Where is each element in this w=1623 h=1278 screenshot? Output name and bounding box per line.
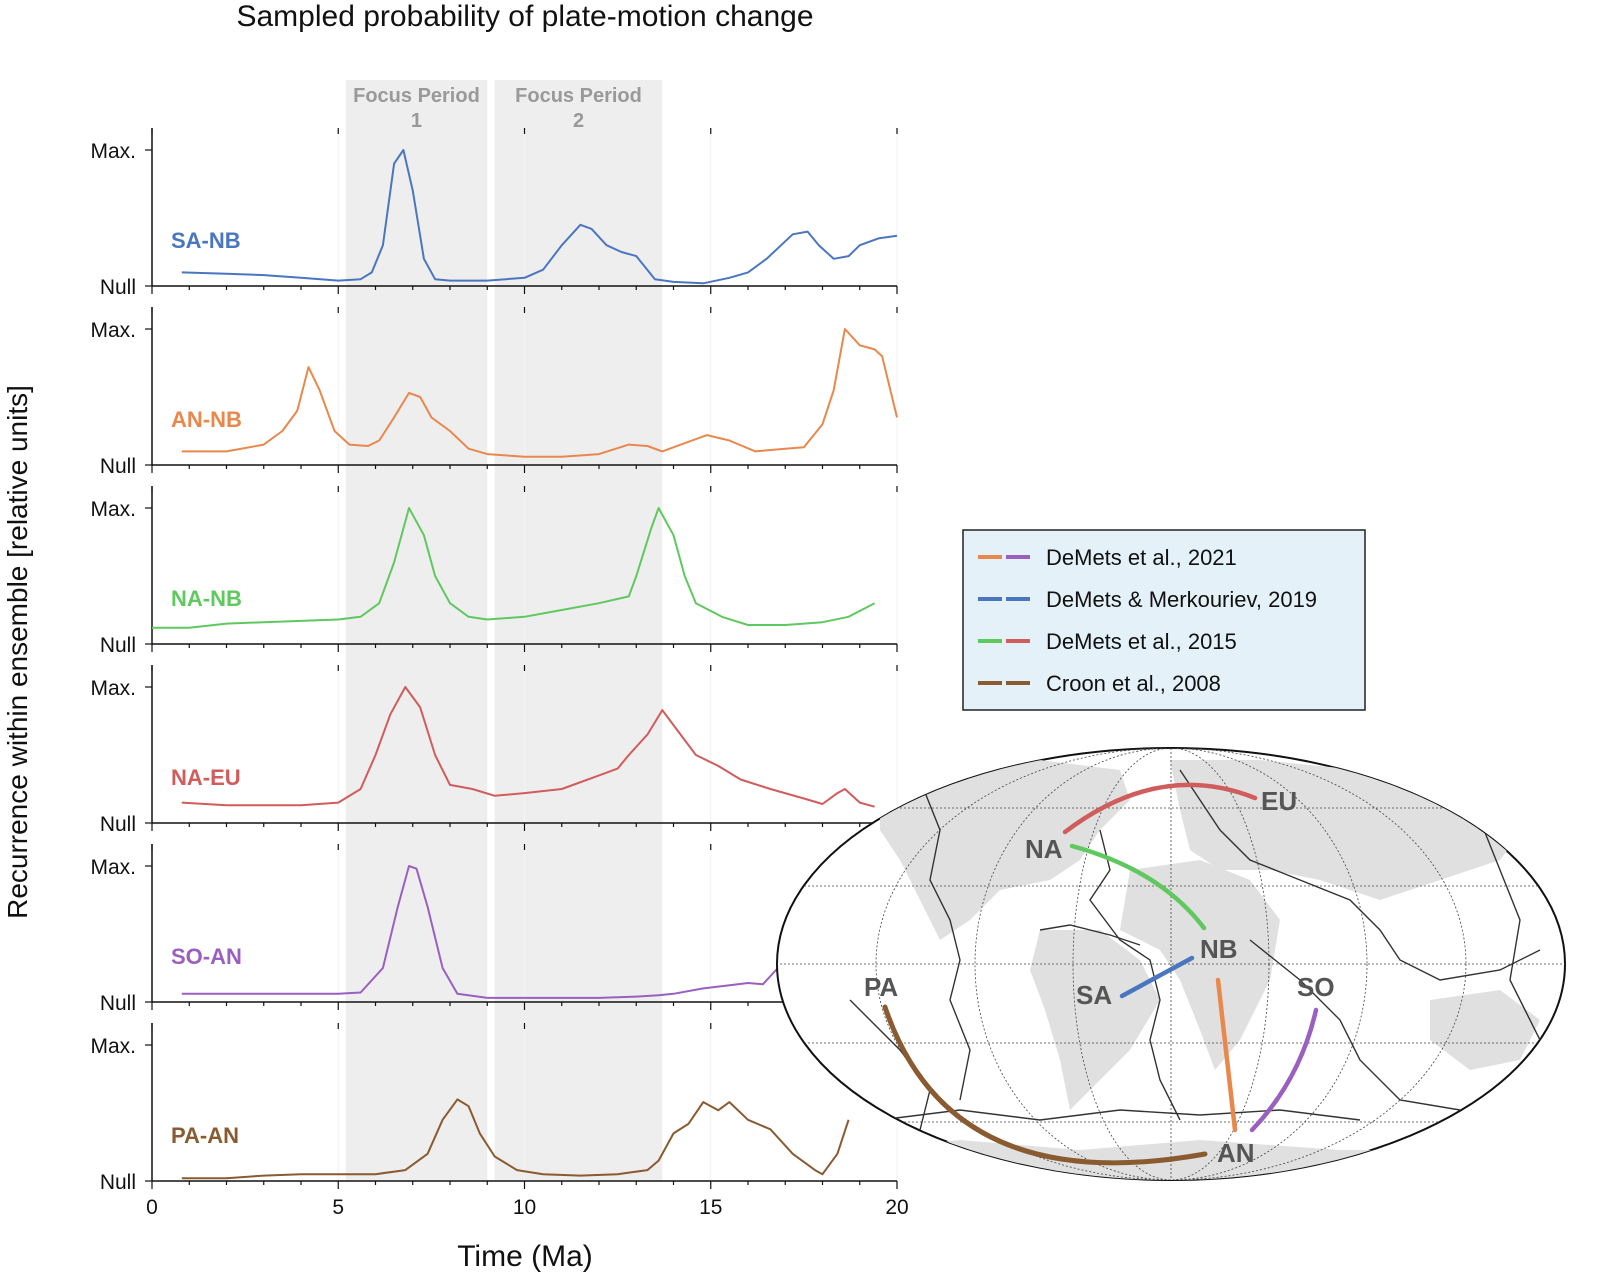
- reconstruction-arcs: [882, 782, 1319, 1166]
- panel-na-nb: Null Max. NA-NB: [90, 486, 898, 657]
- focus-period-1-number: 1: [411, 110, 422, 132]
- y-tick-label: Max.: [90, 1035, 136, 1058]
- x-tick-label: 0: [146, 1196, 158, 1219]
- arc-an-nb: [1215, 977, 1238, 1133]
- arc-so-an: [1249, 1007, 1319, 1133]
- series-line-na-nb: [152, 507, 876, 629]
- arc-na-nb: [1069, 843, 1207, 931]
- focus-periods: Focus Period 1 Focus Period 2: [345, 80, 663, 1180]
- land-north-america: [880, 760, 1130, 940]
- y-tick-label: Null: [100, 1171, 136, 1194]
- plate-label-so: SO: [1297, 972, 1335, 1002]
- land-antarctica: [840, 1140, 1480, 1180]
- land-australia: [1430, 990, 1540, 1070]
- panels: NullMax.SA-NBNullMax.AN-NBNullMax.NA-NBN…: [90, 128, 898, 1194]
- series-line-an-nb: [181, 328, 898, 458]
- y-tick-label: Null: [100, 455, 136, 478]
- arc-na-eu: [1062, 782, 1258, 835]
- plate-label-eu: EU: [1261, 786, 1297, 816]
- series-label: AN-NB: [171, 407, 242, 432]
- focus-period-1-band: [345, 80, 488, 1180]
- panel-pa-an: Null Max. PA-AN: [90, 1023, 898, 1194]
- focus-period-1-label: Focus Period: [353, 85, 480, 107]
- plate-labels: EU NA NB SA SO PA AN: [864, 786, 1335, 1168]
- series-line-pa-an: [181, 1098, 850, 1180]
- focus-period-2-band: [494, 80, 663, 1180]
- plate-label-an: AN: [1217, 1138, 1255, 1168]
- y-tick-label: Max.: [90, 677, 136, 700]
- legend-entry-label: DeMets & Merkouriev, 2019: [1046, 587, 1317, 612]
- legend: DeMets et al., 2021 DeMets & Merkouriev, …: [962, 529, 1366, 711]
- series-line-na-eu: [181, 686, 875, 808]
- y-tick-label: Max.: [90, 856, 136, 879]
- series-label: SO-AN: [171, 944, 242, 969]
- y-tick-label: Null: [100, 813, 136, 836]
- panel-sa-nb: Null Max. SA-NB: [90, 128, 898, 299]
- plate-label-na: NA: [1025, 834, 1063, 864]
- series-label: NA-EU: [171, 765, 241, 790]
- x-tick-label: 10: [513, 1196, 536, 1219]
- x-tick-label: 20: [885, 1196, 908, 1219]
- arc-sa-nb: [1119, 955, 1195, 999]
- x-axis: 0 5 10 15 20: [146, 1196, 909, 1219]
- legend-entry-label: DeMets et al., 2015: [1046, 629, 1237, 654]
- plate-label-nb: NB: [1200, 934, 1238, 964]
- chart-title: Sampled probability of plate-motion chan…: [236, 0, 813, 33]
- x-tick-label: 15: [699, 1196, 722, 1219]
- series-label: PA-AN: [171, 1123, 239, 1148]
- series-line-sa-nb: [181, 149, 898, 285]
- panel-so-an: Null Max. SO-AN: [90, 844, 898, 1015]
- panel-an-nb: Null Max. AN-NB: [90, 307, 898, 478]
- legend-entry-label: Croon et al., 2008: [1046, 671, 1221, 696]
- y-tick-label: Max.: [90, 319, 136, 342]
- world-map: EU NA NB SA SO PA AN: [776, 747, 1566, 1181]
- y-tick-label: Null: [100, 634, 136, 657]
- focus-period-2-number: 2: [573, 110, 584, 132]
- series-label: NA-NB: [171, 586, 242, 611]
- y-tick-label: Null: [100, 276, 136, 299]
- legend-entry-label: DeMets et al., 2021: [1046, 545, 1237, 570]
- series-line-so-an: [181, 865, 794, 999]
- arc-pa-an: [882, 1004, 1208, 1166]
- focus-period-2-label: Focus Period: [515, 85, 642, 107]
- panel-na-eu: Null Max. NA-EU: [90, 665, 898, 836]
- y-tick-label: Null: [100, 992, 136, 1015]
- legend-box: [962, 529, 1366, 711]
- series-label: SA-NB: [171, 228, 241, 253]
- plate-label-sa: SA: [1076, 980, 1112, 1010]
- x-axis-label: Time (Ma): [457, 1240, 593, 1273]
- y-tick-label: Max.: [90, 498, 136, 521]
- land-africa: [1120, 860, 1280, 1070]
- y-tick-label: Max.: [90, 140, 136, 163]
- y-axis-label: Recurrence within ensemble [relative uni…: [2, 385, 33, 919]
- plate-label-pa: PA: [864, 972, 898, 1002]
- land-south-america: [1030, 930, 1160, 1110]
- x-tick-label: 5: [332, 1196, 344, 1219]
